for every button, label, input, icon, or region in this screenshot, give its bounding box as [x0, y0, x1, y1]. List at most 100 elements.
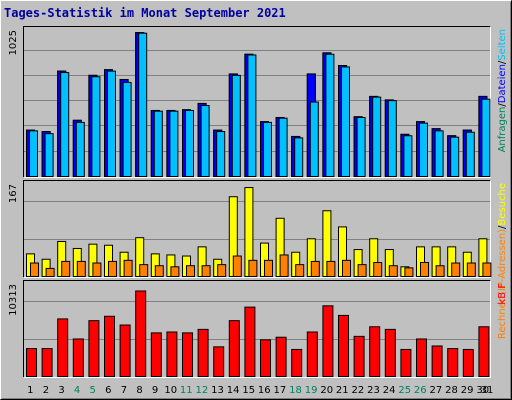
bar-kb-f	[478, 326, 490, 377]
legend-label-part: kB F	[497, 283, 508, 305]
bar-rechner-ip-adressen	[61, 260, 71, 278]
bar-rechner-ip-adressen	[404, 267, 414, 278]
bar-kb-f	[338, 314, 349, 377]
bar-seiten	[75, 121, 85, 177]
x-tick-label: 28	[445, 385, 458, 396]
bar-seiten	[91, 76, 101, 177]
bar-kb-f	[462, 348, 474, 378]
bar-rechner-ip-adressen	[186, 265, 195, 278]
bar-kb-f	[431, 345, 443, 377]
legend-label-part: Dateien	[497, 64, 508, 103]
bar-rechner-ip-adressen	[139, 264, 149, 277]
bar-kb-f	[416, 338, 427, 377]
x-tick-label: 18	[289, 385, 302, 396]
bar-kb-f	[306, 331, 318, 378]
bar-kb-f	[197, 328, 209, 377]
bar-seiten	[60, 72, 70, 177]
x-tick-label: 30	[476, 385, 489, 396]
bar-seiten	[481, 98, 491, 177]
bar-rechner-ip-adressen	[373, 261, 383, 278]
chart-panel-middle: 167 Rechner (IP-Adressen)/Besuche	[8, 180, 508, 339]
bar-rechner-ip-adressen	[170, 266, 180, 278]
x-tick-label: 16	[258, 385, 271, 396]
panel-border-light	[23, 180, 491, 278]
bar-seiten	[372, 96, 382, 177]
x-tick-label: 5	[90, 385, 96, 396]
bar-seiten	[138, 32, 148, 177]
x-tick-label: 21	[336, 385, 349, 396]
y-axis-max-label: 167	[8, 184, 19, 203]
x-tick-label: 23	[367, 385, 380, 396]
bar-seiten	[419, 122, 428, 177]
bar-kb-f	[41, 348, 53, 377]
bar-seiten	[341, 66, 350, 177]
bar-kb-f	[135, 290, 147, 377]
bar-rechner-ip-adressen	[326, 260, 336, 278]
x-tick-label: 20	[320, 385, 333, 396]
bar-kb-f	[447, 348, 459, 377]
bar-rechner-ip-adressen	[108, 260, 117, 278]
bar-rechner-ip-adressen	[248, 259, 258, 278]
bar-rechner-ip-adressen	[30, 262, 39, 278]
bar-seiten	[325, 53, 335, 177]
x-tick-label: 27	[430, 385, 443, 396]
bar-rechner-ip-adressen	[45, 267, 55, 278]
bar-rechner-ip-adressen	[435, 265, 445, 278]
bar-seiten	[465, 131, 475, 177]
bar-seiten	[107, 70, 116, 177]
bar-kb-f	[150, 332, 162, 377]
panel-background	[23, 26, 491, 178]
legend-label-part: /	[497, 225, 508, 229]
bar-rechner-ip-adressen	[342, 259, 351, 278]
legend-label: Rechner (IP-Adressen)/Besuche	[497, 183, 508, 339]
bar-rechner-ip-adressen	[217, 264, 227, 277]
bar-seiten	[403, 135, 413, 177]
x-tick-label: 19	[305, 385, 318, 396]
legend-label-part: Besuche	[497, 183, 508, 226]
bar-rechner-ip-adressen	[264, 259, 273, 278]
bar-seiten	[200, 105, 210, 177]
x-tick-label: 2	[43, 385, 49, 396]
bar-kb-f	[384, 328, 396, 377]
bar-kb-f	[72, 338, 84, 377]
bar-kb-f	[291, 348, 303, 378]
legend-label-part: Anfragen	[497, 107, 508, 153]
x-tick-label: 14	[227, 385, 240, 396]
x-tick-label: 31	[481, 385, 494, 396]
bar-seiten	[278, 117, 288, 178]
bar-kb-f	[182, 332, 193, 377]
x-tick-label: 17	[274, 385, 287, 396]
x-tick-label: 13	[211, 385, 224, 396]
x-tick-label: 6	[105, 385, 111, 396]
legend-label: kB F	[497, 283, 508, 305]
bar-kb-f	[400, 348, 412, 378]
panel-background	[23, 280, 491, 378]
bar-seiten	[153, 110, 163, 177]
bar-rechner-ip-adressen	[154, 265, 164, 278]
bar-rechner-ip-adressen	[357, 264, 367, 277]
bar-kb-f	[244, 306, 256, 378]
x-tick-label: 1	[27, 385, 33, 396]
bar-kb-f	[166, 331, 178, 378]
bar-rechner-ip-adressen	[451, 262, 461, 278]
x-tick-label: 9	[152, 385, 158, 396]
panel-border-light	[23, 26, 491, 178]
x-tick-label: 26	[414, 385, 427, 396]
bar-seiten	[44, 133, 54, 177]
x-tick-label: 15	[242, 385, 255, 396]
bar-rechner-ip-adressen	[310, 260, 320, 278]
bar-rechner-ip-adressen	[76, 260, 86, 278]
y-axis-max-label: 1025	[8, 30, 19, 55]
bar-seiten	[309, 101, 319, 177]
bar-kb-f	[104, 315, 115, 377]
y-axis-max-label: 10313	[8, 284, 19, 316]
bar-seiten	[356, 116, 366, 178]
page-title: Tages-Statistik im Monat September 2021	[4, 6, 286, 20]
bar-seiten	[247, 54, 257, 177]
bar-rechner-ip-adressen	[466, 262, 476, 278]
panel-border-light	[23, 280, 491, 378]
bar-kb-f	[119, 324, 131, 378]
bar-seiten	[434, 130, 444, 177]
